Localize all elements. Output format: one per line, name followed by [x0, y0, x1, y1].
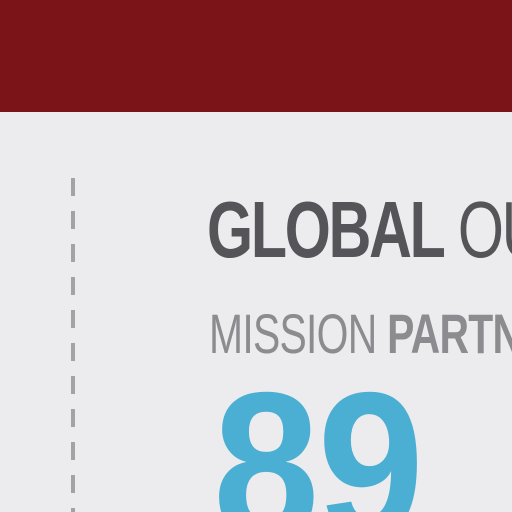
section-label: MISSION PARTN [209, 304, 512, 364]
divider-dash [71, 277, 75, 295]
divider-dash [71, 310, 75, 328]
divider-dash [71, 475, 75, 493]
section-label-light: MISSION [209, 302, 377, 365]
stat-value: 89 [213, 350, 424, 512]
header-band [0, 0, 512, 112]
title-light-word: OU [457, 185, 512, 274]
page-title: GLOBAL OU [207, 188, 512, 272]
divider-dash [71, 244, 75, 262]
title-bold-word: GLOBAL [207, 185, 446, 274]
divider-dash [71, 343, 75, 361]
divider-dash [71, 409, 75, 427]
divider-dash [71, 442, 75, 460]
section-label-bold: PARTN [387, 302, 512, 365]
divider-dash [71, 508, 75, 512]
divider-dash [71, 178, 75, 196]
dashed-divider [71, 178, 75, 512]
divider-dash [71, 376, 75, 394]
divider-dash [71, 211, 75, 229]
